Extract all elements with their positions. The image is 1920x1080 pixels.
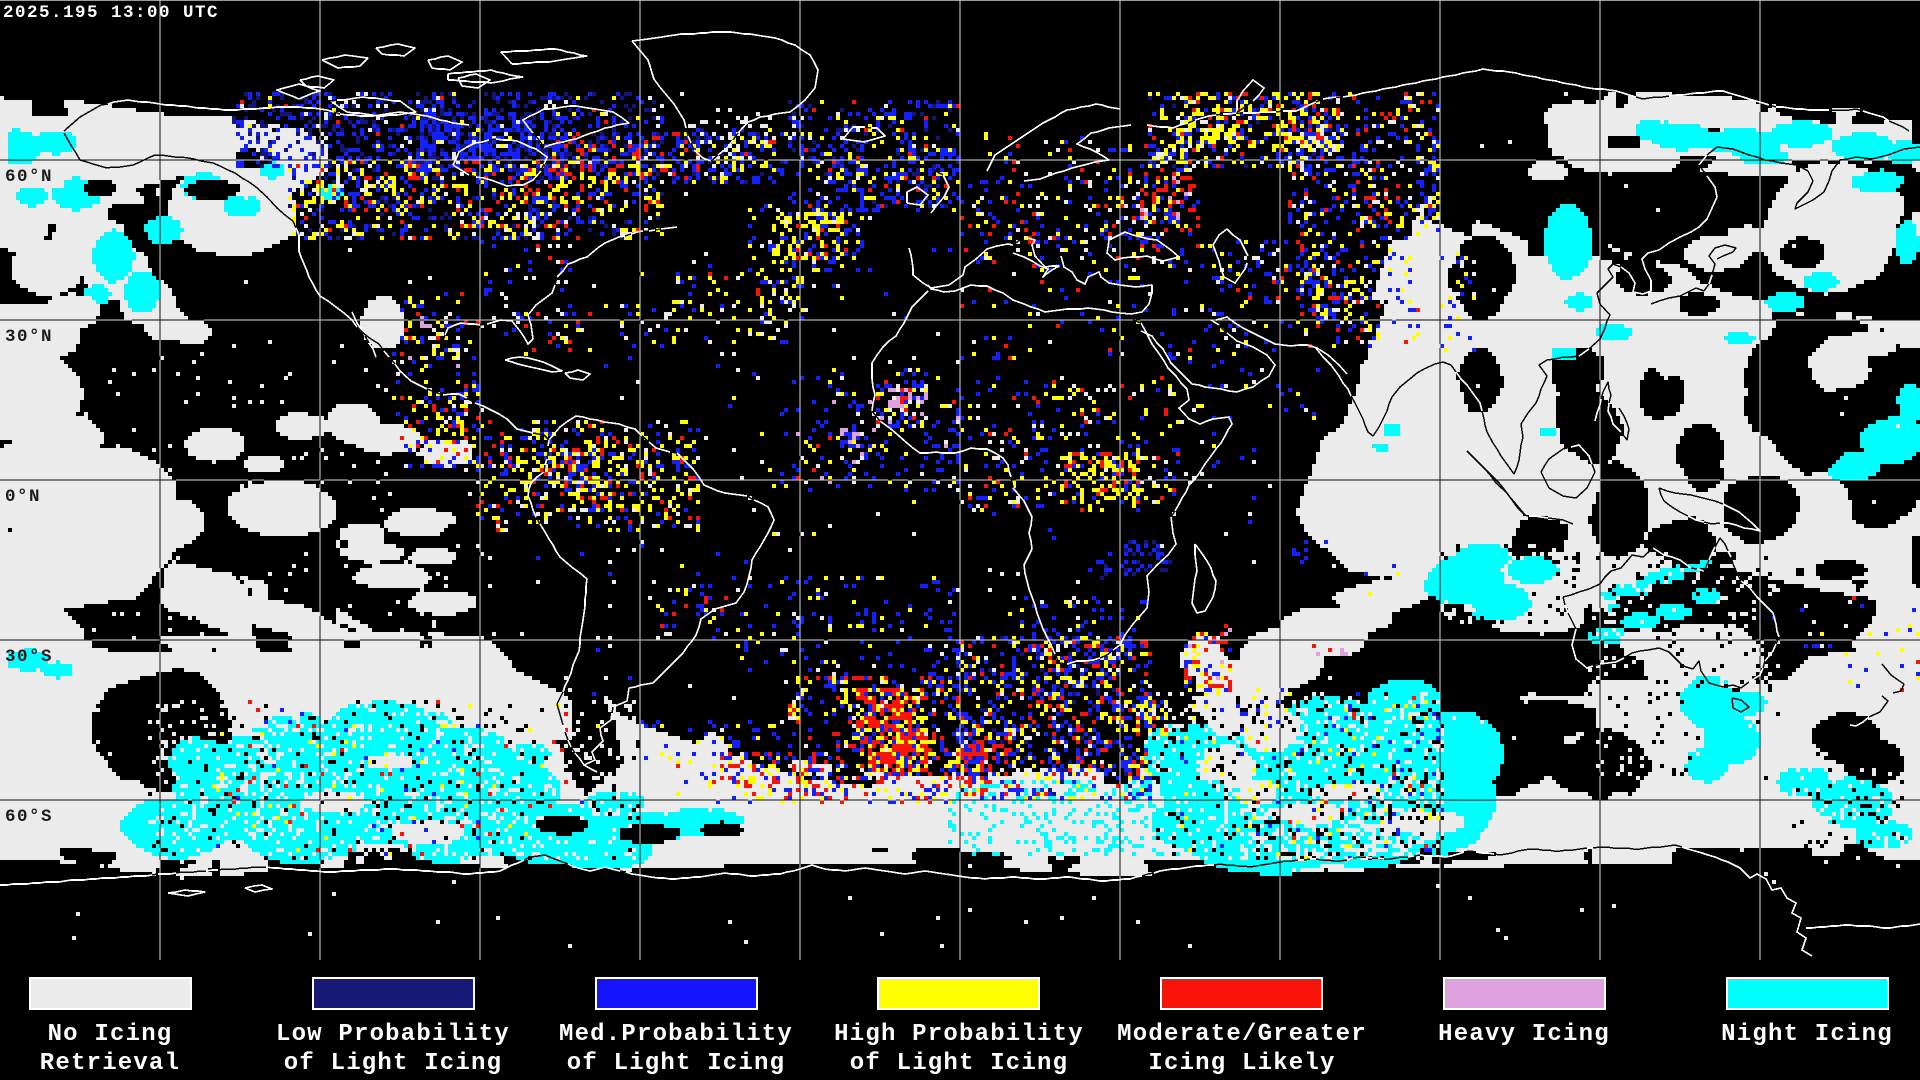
svg-text:Icing Likely: Icing Likely xyxy=(1148,1050,1335,1077)
svg-text:of Light Icing: of Light Icing xyxy=(284,1050,502,1077)
svg-text:of Light Icing: of Light Icing xyxy=(850,1050,1068,1077)
svg-text:60°N: 60°N xyxy=(5,167,53,187)
svg-text:Night Icing: Night Icing xyxy=(1721,1021,1893,1048)
svg-text:of Light Icing: of Light Icing xyxy=(567,1050,785,1077)
svg-text:0°N: 0°N xyxy=(5,487,41,507)
svg-text:60°S: 60°S xyxy=(5,807,53,827)
svg-text:Low Probability: Low Probability xyxy=(276,1021,510,1048)
svg-text:Heavy Icing: Heavy Icing xyxy=(1438,1021,1610,1048)
svg-text:2025.195 13:00 UTC: 2025.195 13:00 UTC xyxy=(3,3,219,23)
svg-text:No Icing: No Icing xyxy=(48,1021,173,1048)
svg-text:30°S: 30°S xyxy=(5,647,53,667)
svg-text:Retrieval: Retrieval xyxy=(40,1050,180,1077)
svg-text:30°N: 30°N xyxy=(5,327,53,347)
svg-text:Med.Probability: Med.Probability xyxy=(559,1021,793,1048)
svg-text:High Probability: High Probability xyxy=(834,1021,1084,1048)
svg-text:Moderate/Greater: Moderate/Greater xyxy=(1117,1021,1367,1048)
